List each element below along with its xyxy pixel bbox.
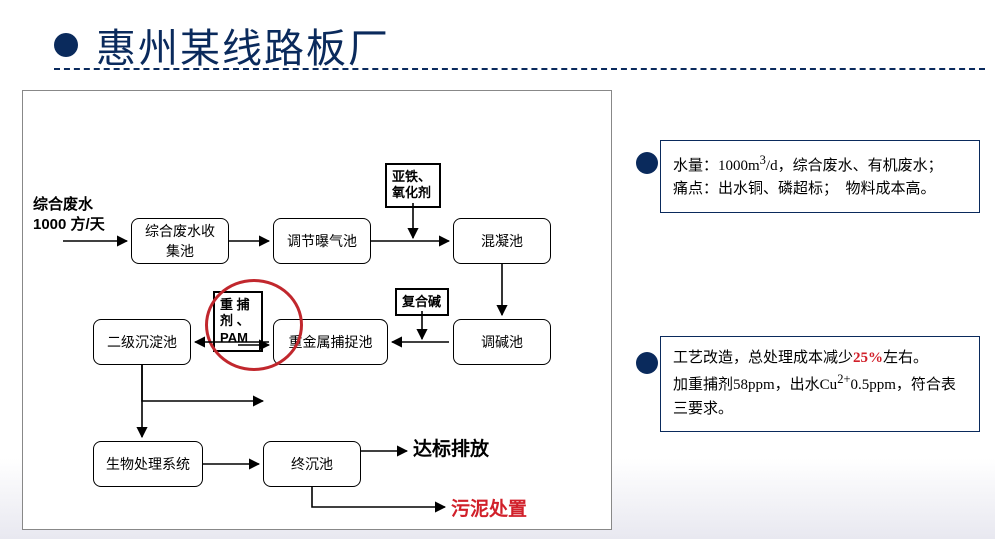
flowchart-panel: 综合废水 1000 方/天 综合废水收 集池 调节曝气池 混凝池 调碱池 重金属…	[22, 90, 612, 530]
side-info-2: 工艺改造，总处理成本减少25%左右。 加重捕剂58ppm，出水Cu2+0.5pp…	[660, 336, 980, 432]
side2-bullet-icon	[636, 352, 658, 374]
title-bullet-icon	[54, 33, 78, 57]
flow-arrows	[23, 91, 611, 529]
page-title: 惠州某线路板厂	[96, 16, 390, 74]
title-bar: 惠州某线路板厂	[54, 22, 985, 70]
side-info-1: 水量：1000m3/d，综合废水、有机废水； 痛点：出水铜、磷超标； 物料成本高…	[660, 140, 980, 213]
side1-bullet-icon	[636, 152, 658, 174]
